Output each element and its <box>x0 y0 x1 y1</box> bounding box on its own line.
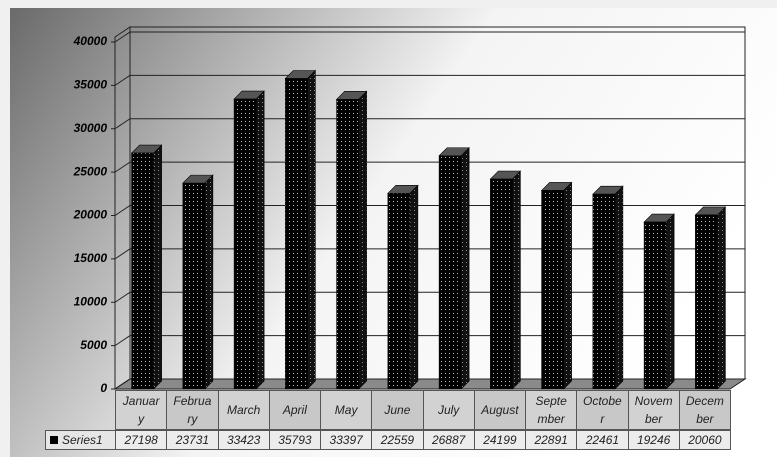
bar-side <box>614 185 624 390</box>
legend-key <box>50 436 58 444</box>
data-table-value: 26887 <box>422 430 475 450</box>
data-table-value: 22461 <box>576 430 629 450</box>
bar <box>335 90 368 390</box>
x-category-cell: May <box>320 390 373 430</box>
bar <box>387 184 419 390</box>
bar-side <box>153 144 162 390</box>
data-table-value: 20060 <box>678 430 731 450</box>
bar-front <box>490 178 513 390</box>
bar-side <box>512 170 521 390</box>
data-table-value: 22891 <box>525 430 578 450</box>
x-category-cell: December <box>678 390 731 430</box>
bar-side <box>358 90 367 390</box>
bar-side <box>255 90 265 390</box>
bar-front <box>233 98 257 390</box>
bar-front <box>643 221 667 390</box>
legend-label: Series1 <box>62 433 103 447</box>
bar-front <box>182 182 206 390</box>
bar-front <box>438 155 462 390</box>
data-table-value: 27198 <box>115 430 168 450</box>
bar-side <box>409 184 419 390</box>
bar-front <box>131 152 154 390</box>
x-category-cell: November <box>627 390 680 430</box>
bar-side <box>563 181 572 390</box>
grid-line <box>114 205 131 216</box>
y-tick-label: 20000 <box>73 208 108 222</box>
x-category-cell: July <box>422 390 475 430</box>
bar-side <box>204 174 214 390</box>
x-category-cell: March <box>217 390 270 430</box>
x-category-cell: October <box>576 390 629 430</box>
data-table-value: 33423 <box>217 430 270 450</box>
bar-side <box>307 69 316 390</box>
y-tick-label: 35000 <box>74 78 108 92</box>
bar <box>592 185 624 390</box>
grid-line <box>114 74 131 86</box>
x-category-cell: January <box>115 390 168 430</box>
data-table-value: 22559 <box>371 430 424 450</box>
bar <box>540 181 573 390</box>
grid-line <box>114 118 131 130</box>
bar <box>694 206 727 390</box>
x-category-cell: February <box>166 390 219 430</box>
bar-front <box>387 193 411 390</box>
y-tick-label: 40000 <box>73 34 108 48</box>
bar-side <box>717 206 726 390</box>
bar <box>284 69 317 390</box>
bar-front <box>336 98 359 390</box>
bar <box>130 144 163 390</box>
legend-cell: Series1 <box>45 430 116 450</box>
grid-line <box>114 248 131 260</box>
bar <box>438 147 470 390</box>
y-tick-label: 10000 <box>74 294 108 308</box>
grid-line <box>114 378 131 390</box>
data-table-value: 19246 <box>627 430 680 450</box>
data-table-value: 33397 <box>320 430 373 450</box>
bar-side <box>665 213 675 390</box>
x-category-cell: June <box>371 390 424 430</box>
y-tick-label: 25000 <box>73 164 108 178</box>
bar-front <box>541 190 564 390</box>
bar <box>489 170 522 390</box>
y-tick-label: 30000 <box>74 121 108 135</box>
grid-line <box>114 161 131 173</box>
bar-front <box>592 193 616 390</box>
bar <box>643 213 675 390</box>
data-table-value: 23731 <box>166 430 219 450</box>
bar-front <box>285 78 308 390</box>
bar <box>182 174 214 390</box>
x-category-cell: August <box>473 390 526 430</box>
grid-line <box>114 291 131 303</box>
data-table-value: 24199 <box>473 430 526 450</box>
bar <box>233 90 265 390</box>
y-tick-label: 5000 <box>80 338 107 352</box>
y-tick-label: 15000 <box>74 251 108 265</box>
x-category-cell: September <box>525 390 578 430</box>
x-category-cell: April <box>268 390 321 430</box>
bar-side <box>460 147 470 390</box>
grid-line <box>114 335 131 347</box>
y-tick-label: 0 <box>100 381 107 395</box>
grid-line <box>114 31 131 43</box>
bar-front <box>695 214 718 390</box>
data-table-value: 35793 <box>268 430 321 450</box>
